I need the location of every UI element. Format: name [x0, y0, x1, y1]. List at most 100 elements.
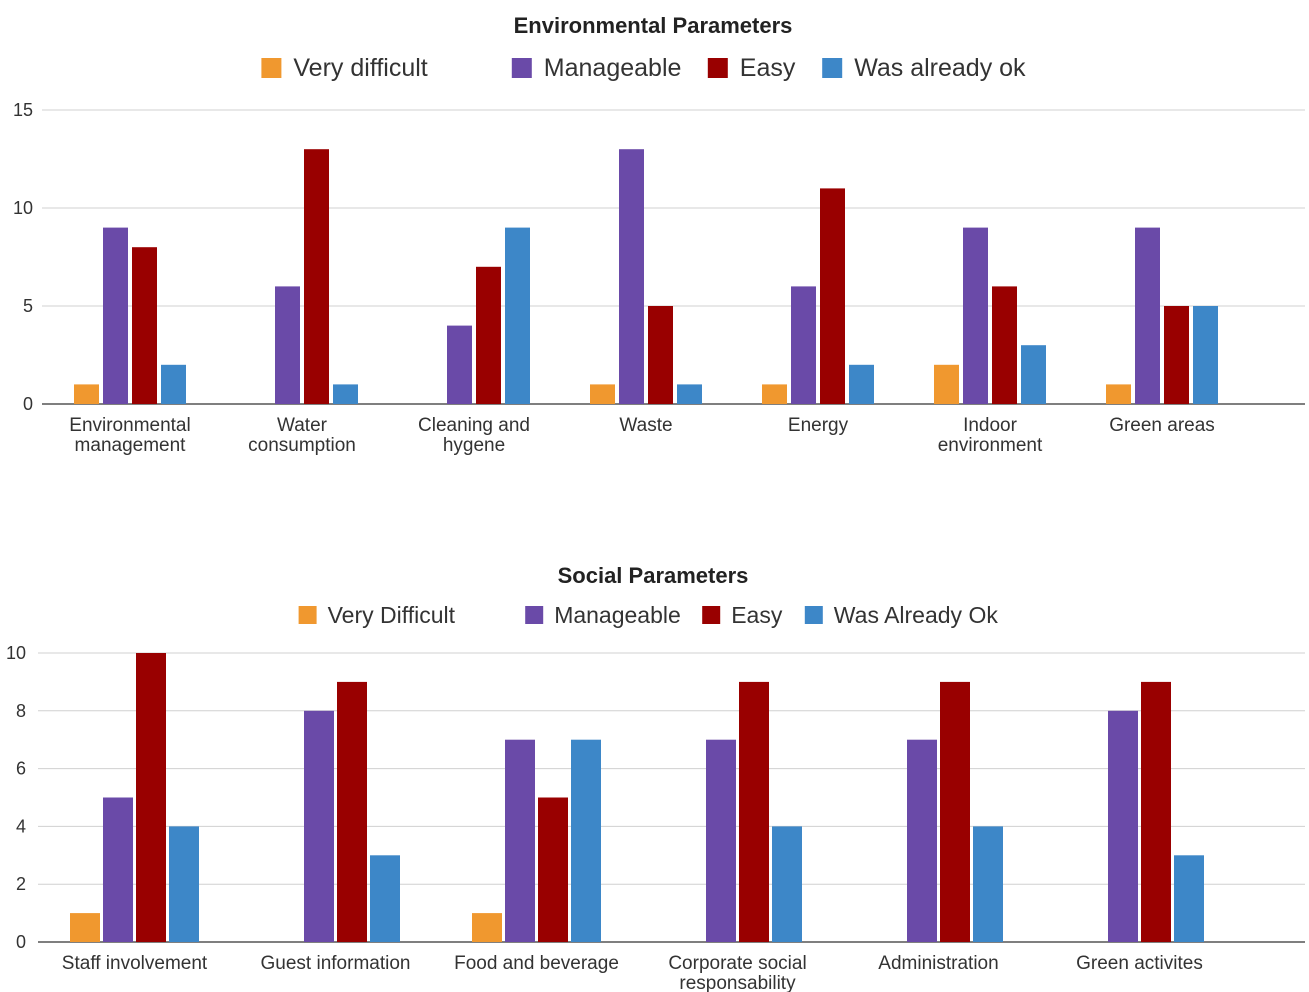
- x-tick-label-line: Cleaning and: [418, 415, 530, 436]
- legend-swatch: [299, 606, 317, 624]
- x-tick-label: Staff involvement: [62, 953, 208, 974]
- bar: [333, 384, 358, 404]
- bar: [447, 326, 472, 404]
- bar: [762, 384, 787, 404]
- legend-label: Easy: [731, 602, 783, 628]
- y-tick-label: 4: [16, 816, 26, 836]
- bar: [132, 247, 157, 404]
- legend-item: Was Already Ok: [805, 602, 999, 628]
- legend-label: Very difficult: [293, 54, 427, 82]
- bar: [648, 306, 673, 404]
- bar: [849, 365, 874, 404]
- bar: [538, 798, 568, 943]
- bar: [304, 149, 329, 404]
- bar: [940, 682, 970, 942]
- x-tick-label-line: consumption: [248, 435, 356, 456]
- x-tick-label: Waste: [619, 415, 672, 436]
- y-tick-label: 15: [13, 100, 33, 120]
- x-tick-label-line: Environmental: [69, 415, 190, 436]
- y-tick-label: 0: [23, 394, 33, 414]
- legend: Very difficult Manageable Easy Was already …: [261, 54, 1026, 82]
- bar: [74, 384, 99, 404]
- x-tick-label-line: Food and beverage: [454, 953, 619, 974]
- bar: [973, 826, 1003, 942]
- x-tick-label-line: Guest information: [261, 953, 411, 974]
- x-tick-label-line: Water: [277, 415, 328, 436]
- y-tick-label: 5: [23, 296, 33, 316]
- legend-item: Manageable: [512, 54, 682, 82]
- legend-swatch: [702, 606, 720, 624]
- bar: [304, 711, 334, 942]
- x-tick-label-line: Staff involvement: [62, 953, 208, 974]
- x-tick-label-line: Green activites: [1076, 953, 1203, 974]
- legend-item: Very Difficult: [299, 602, 456, 628]
- y-tick-label: 8: [16, 701, 26, 721]
- bar: [1108, 711, 1138, 942]
- x-tick-label: Guest information: [261, 953, 411, 974]
- y-tick-label: 10: [6, 643, 26, 663]
- legend-item: Easy: [708, 54, 796, 82]
- bar: [1141, 682, 1171, 942]
- chart-title: Social Parameters: [558, 563, 749, 588]
- x-tick-label-line: Corporate social: [668, 953, 806, 974]
- bar: [772, 826, 802, 942]
- bar: [706, 740, 736, 942]
- bar: [505, 228, 530, 404]
- bar: [1021, 345, 1046, 404]
- legend-label: Was already ok: [854, 54, 1026, 82]
- bar: [571, 740, 601, 942]
- x-tick-label: Administration: [878, 953, 998, 974]
- bar: [820, 188, 845, 404]
- legend-swatch: [822, 58, 842, 78]
- x-tick-label-line: hygene: [443, 435, 505, 456]
- bar: [472, 913, 502, 942]
- legend-swatch: [261, 58, 281, 78]
- x-tick-label-line: responsability: [679, 973, 796, 992]
- bar: [992, 286, 1017, 404]
- legend-label: Easy: [740, 54, 796, 82]
- legend-item: Was already ok: [822, 54, 1026, 82]
- y-tick-label: 0: [16, 932, 26, 952]
- bar: [103, 798, 133, 943]
- legend-label: Manageable: [554, 602, 681, 628]
- bar: [1106, 384, 1131, 404]
- bar: [963, 228, 988, 404]
- y-tick-label: 6: [16, 759, 26, 779]
- legend-label: Was Already Ok: [834, 602, 999, 628]
- x-tick-label-line: Green areas: [1109, 415, 1215, 436]
- legend-item: Manageable: [525, 602, 681, 628]
- x-tick-label-line: Indoor: [963, 415, 1018, 436]
- bar: [169, 826, 199, 942]
- bars: [70, 653, 1204, 942]
- bar: [619, 149, 644, 404]
- environmental-chart: Environmental Parameters Very difficult M…: [13, 13, 1305, 456]
- bar: [505, 740, 535, 942]
- bar: [136, 653, 166, 942]
- legend-swatch: [708, 58, 728, 78]
- x-tick-label-line: Waste: [619, 415, 672, 436]
- legend: Very Difficult Manageable Easy Was Already …: [299, 602, 999, 628]
- bar: [275, 286, 300, 404]
- bar: [677, 384, 702, 404]
- bar: [1164, 306, 1189, 404]
- legend-item: Very difficult: [261, 54, 427, 82]
- bar: [739, 682, 769, 942]
- x-tick-label: Food and beverage: [454, 953, 619, 974]
- x-tick-label-line: management: [75, 435, 187, 456]
- bar: [590, 384, 615, 404]
- bar: [934, 365, 959, 404]
- legend-swatch: [805, 606, 823, 624]
- x-tick-label-line: environment: [938, 435, 1043, 456]
- bar: [370, 855, 400, 942]
- bar: [103, 228, 128, 404]
- social-chart: Social Parameters Very Difficult Manageab…: [6, 563, 1305, 992]
- bar: [1174, 855, 1204, 942]
- legend-label: Manageable: [544, 54, 682, 82]
- x-tick-label-line: Energy: [788, 415, 849, 436]
- bar: [337, 682, 367, 942]
- legend-swatch: [512, 58, 532, 78]
